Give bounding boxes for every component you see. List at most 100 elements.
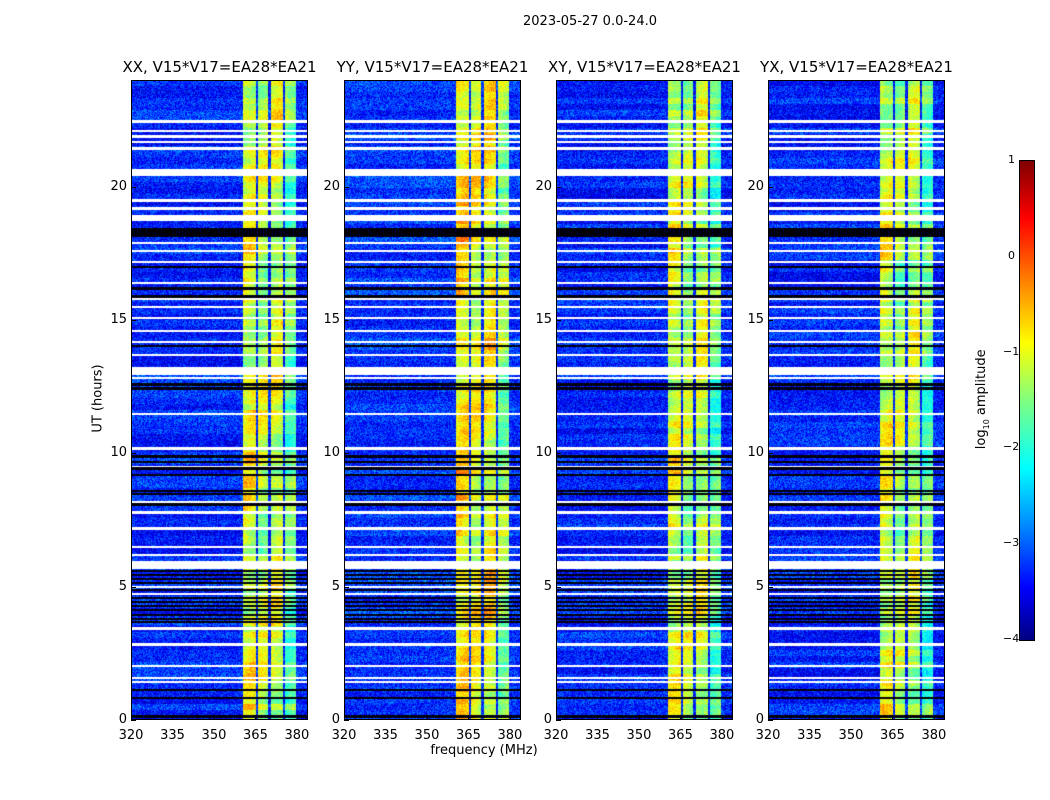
y-tick-mark — [131, 320, 136, 321]
panel-title: YY, V15*V17=EA28*EA21 — [336, 58, 529, 76]
x-axis-label: frequency (MHz) — [430, 743, 538, 758]
x-tick-label: 365 — [456, 728, 481, 743]
x-tick-label: 335 — [160, 728, 185, 743]
y-tick-label: 0 — [543, 712, 552, 727]
x-tick-label: 350 — [838, 728, 864, 743]
x-tick-label: 335 — [585, 728, 610, 743]
y-tick-label: 10 — [535, 445, 552, 461]
y-tick-mark — [556, 320, 561, 321]
y-tick-mark — [556, 186, 561, 188]
panel-title: XY, V15*V17=EA28*EA21 — [548, 58, 741, 76]
x-tick-mark — [131, 715, 132, 720]
x-tick-mark — [850, 715, 852, 720]
y-tick-label: 15 — [535, 312, 552, 327]
y-tick-mark — [556, 720, 561, 721]
spectrogram-heatmap — [131, 80, 308, 720]
x-tick-label: 320 — [543, 728, 569, 743]
colorbar-tick-label: 1 — [1008, 153, 1015, 166]
y-tick-label: 15 — [747, 312, 764, 327]
y-tick-label: 5 — [118, 578, 127, 594]
x-tick-mark — [892, 715, 894, 720]
y-tick-mark — [344, 320, 349, 321]
x-tick-mark — [296, 715, 298, 720]
panel-title: XX, V15*V17=EA28*EA21 — [122, 58, 317, 76]
spectrogram-heatmap — [768, 80, 945, 720]
spectrogram-heatmap — [344, 80, 521, 720]
x-tick-mark — [344, 715, 345, 720]
x-tick-label: 350 — [201, 728, 227, 743]
y-tick-mark — [131, 453, 136, 455]
x-tick-label: 365 — [668, 728, 693, 743]
colorbar-tick-label: −1 — [1003, 344, 1020, 358]
y-tick-label: 20 — [535, 178, 552, 194]
x-tick-label: 350 — [414, 728, 440, 743]
y-tick-label: 15 — [110, 312, 127, 327]
y-tick-mark — [344, 453, 349, 455]
x-tick-mark — [172, 715, 174, 720]
y-tick-label: 10 — [323, 445, 340, 461]
x-tick-mark — [556, 715, 557, 720]
y-tick-label: 5 — [331, 578, 340, 594]
y-tick-mark — [131, 720, 136, 721]
y-tick-label: 5 — [755, 578, 764, 594]
y-tick-mark — [344, 186, 349, 188]
x-tick-mark — [768, 715, 769, 720]
x-tick-mark — [468, 715, 470, 720]
spectrogram-panel: XX, V15*V17=EA28*EA21 320 335 350 365 380 0 5 10… — [110, 58, 316, 743]
y-tick-mark — [768, 453, 773, 455]
y-tick-mark — [344, 720, 349, 721]
x-tick-label: 320 — [755, 728, 781, 743]
x-tick-label: 365 — [880, 728, 905, 743]
y-tick-label: 20 — [323, 178, 340, 194]
x-tick-label: 320 — [331, 728, 357, 743]
y-tick-label: 15 — [323, 312, 340, 327]
y-tick-mark — [556, 586, 561, 588]
x-tick-label: 380 — [497, 728, 523, 743]
figure-suptitle: 2023-05-27 0.0-24.0 — [523, 14, 657, 29]
y-tick-label: 20 — [110, 178, 127, 194]
x-tick-label: 380 — [284, 728, 310, 743]
y-tick-mark — [768, 320, 773, 321]
spectrogram-panel: YX, V15*V17=EA28*EA21 320 335 350 365 380 0 5 10… — [747, 58, 952, 743]
spectrogram-panel: XY, V15*V17=EA28*EA21 320 335 350 365 380 0 5 10… — [535, 58, 740, 743]
x-tick-label: 335 — [373, 728, 398, 743]
y-tick-label: 0 — [331, 712, 340, 727]
x-tick-mark — [213, 715, 215, 720]
x-tick-mark — [721, 715, 723, 720]
colorbar — [1019, 160, 1035, 641]
colorbar-tick-label: −2 — [1003, 440, 1020, 454]
y-tick-label: 0 — [118, 712, 127, 727]
x-tick-mark — [597, 715, 599, 720]
y-tick-mark — [768, 186, 773, 188]
y-tick-mark — [768, 586, 773, 588]
colorbar-tick-label: −4 — [1003, 632, 1020, 645]
y-tick-label: 10 — [747, 445, 764, 461]
x-tick-label: 380 — [921, 728, 947, 743]
y-tick-mark — [131, 186, 136, 188]
y-tick-label: 20 — [747, 178, 764, 194]
x-tick-label: 350 — [626, 728, 652, 743]
x-tick-mark — [255, 715, 257, 720]
x-tick-label: 320 — [118, 728, 144, 743]
x-tick-mark — [385, 715, 387, 720]
colorbar-label: log10 amplitude — [974, 349, 991, 450]
x-tick-label: 365 — [243, 728, 268, 743]
x-tick-mark — [809, 715, 811, 720]
y-tick-mark — [556, 453, 561, 455]
x-tick-mark — [638, 715, 640, 720]
y-tick-mark — [131, 586, 136, 588]
spectrogram-heatmap — [556, 80, 733, 720]
colorbar-tick-label: 0 — [1008, 248, 1015, 262]
y-tick-label: 0 — [755, 712, 764, 727]
spectrogram-panel: YY, V15*V17=EA28*EA21 320 335 350 365 380 0 5 10… — [323, 58, 528, 743]
x-tick-label: 380 — [709, 728, 735, 743]
x-tick-mark — [509, 715, 511, 720]
x-tick-mark — [426, 715, 428, 720]
panel-title: YX, V15*V17=EA28*EA21 — [760, 58, 953, 76]
x-tick-mark — [933, 715, 935, 720]
y-tick-mark — [344, 586, 349, 588]
colorbar-tick-label: −3 — [1003, 536, 1020, 550]
x-tick-mark — [680, 715, 682, 720]
y-tick-label: 5 — [543, 578, 552, 594]
